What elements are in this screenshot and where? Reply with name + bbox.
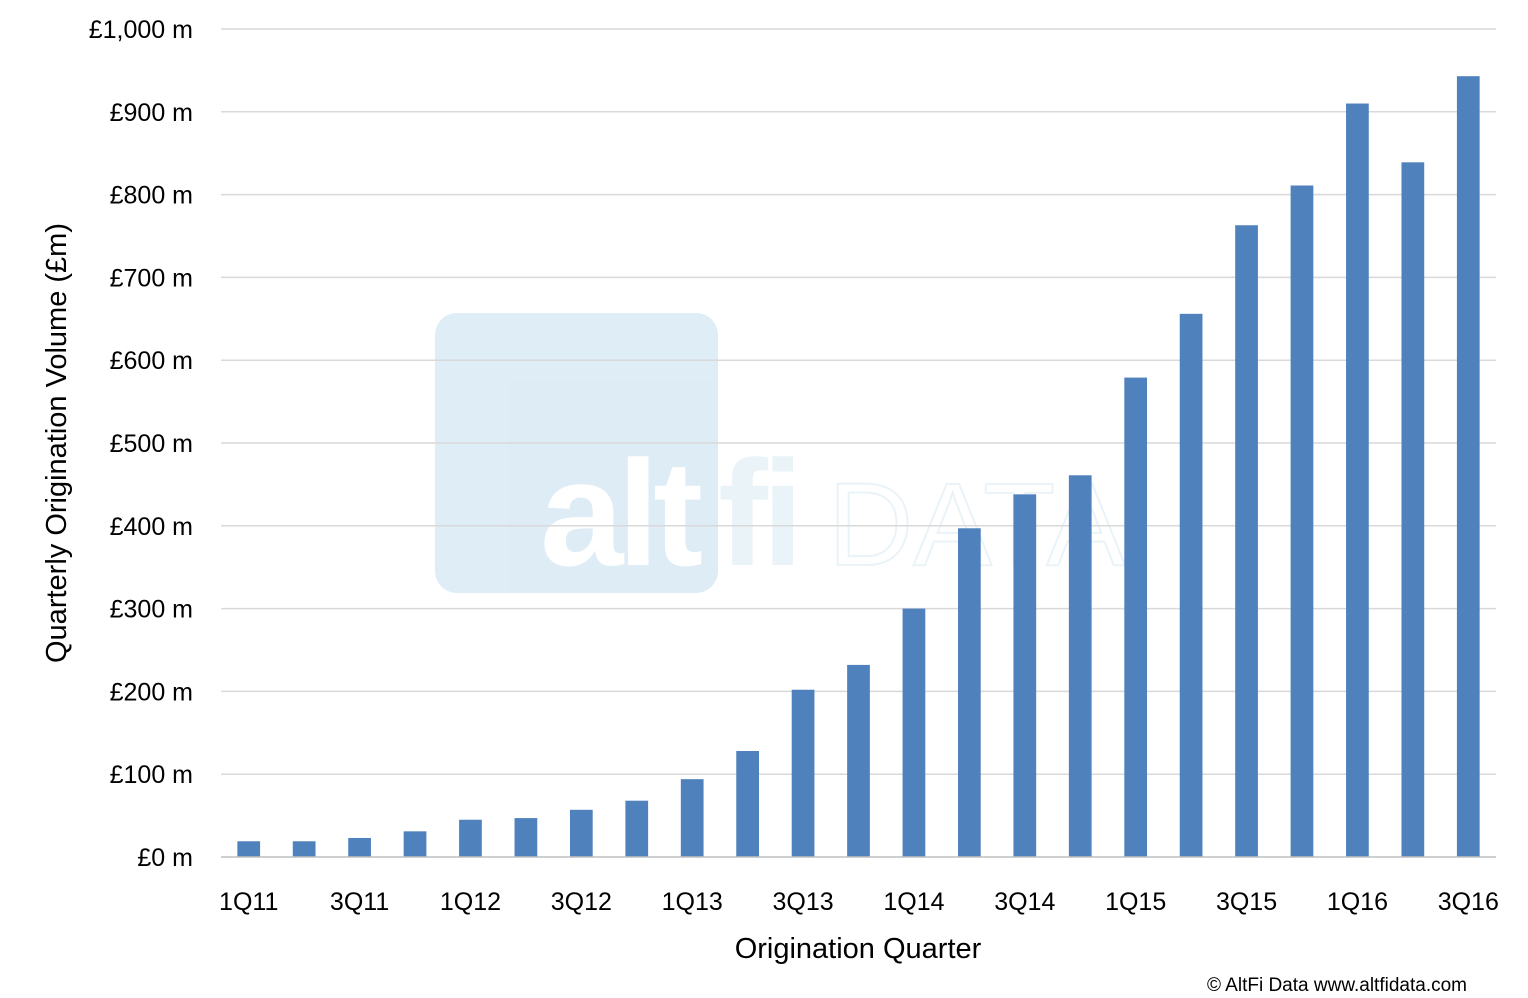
y-tick-label: £1,000 m xyxy=(89,16,193,44)
x-axis-tick-labels: 1Q11 3Q11 1Q12 3Q12 1Q13 3Q13 1Q14 3Q14 1Q15 3Q15… xyxy=(219,888,1499,916)
bar-4Q13 xyxy=(847,664,870,857)
x-tick-label: 3Q14 xyxy=(994,888,1055,916)
x-tick-label: 3Q15 xyxy=(1216,888,1277,916)
bar-3Q13 xyxy=(791,689,815,857)
y-tick-label: £200 m xyxy=(110,678,193,706)
x-tick-label: 3Q16 xyxy=(1438,888,1499,916)
watermark-fi: fi xyxy=(718,429,798,597)
y-tick-label: £300 m xyxy=(110,596,193,624)
watermark-logo-square xyxy=(435,313,718,593)
bar-1Q14 xyxy=(902,608,926,857)
bar-2Q15 xyxy=(1179,313,1203,857)
x-tick-label: 1Q13 xyxy=(662,888,723,916)
x-tick-label: 1Q11 xyxy=(219,888,278,916)
y-axis-title: Quarterly Origination Volume (£m) xyxy=(41,223,73,663)
bar-series xyxy=(237,76,1480,858)
bar-3Q14 xyxy=(1013,494,1037,857)
bar-4Q14 xyxy=(1068,475,1092,857)
bar-3Q11 xyxy=(348,837,371,857)
x-tick-label: 3Q13 xyxy=(772,888,833,916)
bar-2Q14 xyxy=(958,528,981,857)
x-tick-label: 1Q16 xyxy=(1327,888,1388,916)
y-tick-label: £400 m xyxy=(110,513,193,541)
bar-3Q12 xyxy=(569,809,593,857)
x-tick-label: 1Q15 xyxy=(1105,888,1166,916)
bar-2Q16 xyxy=(1401,162,1425,858)
y-tick-label: £700 m xyxy=(110,264,193,292)
bar-1Q15 xyxy=(1124,377,1148,857)
y-tick-label: £0 m xyxy=(137,844,193,872)
bar-4Q15 xyxy=(1290,185,1314,857)
bar-1Q11 xyxy=(237,841,261,857)
x-tick-label: 3Q11 xyxy=(330,888,389,916)
bar-4Q11 xyxy=(403,831,427,857)
watermark-alt: alt xyxy=(540,429,702,597)
y-tick-label: £600 m xyxy=(110,347,193,375)
bar-2Q13 xyxy=(736,751,759,857)
x-tick-label: 1Q12 xyxy=(440,888,501,916)
bar-4Q12 xyxy=(625,800,649,857)
y-axis-tick-labels: £0 m £100 m £200 m £300 m £400 m £500 m £600 m… xyxy=(89,16,193,872)
x-tick-label: 1Q14 xyxy=(883,888,944,916)
copyright-notice: © AltFi Data www.altfidata.com xyxy=(1207,975,1467,996)
y-tick-label: £100 m xyxy=(110,761,193,789)
y-tick-label: £900 m xyxy=(110,99,193,127)
bar-1Q13 xyxy=(680,779,704,857)
bar-1Q16 xyxy=(1346,103,1369,857)
x-axis-title: Origination Quarter xyxy=(735,933,982,965)
bar-3Q15 xyxy=(1235,225,1258,858)
y-tick-label: £800 m xyxy=(110,182,193,210)
bar-1Q12 xyxy=(459,819,482,857)
bar-3Q16 xyxy=(1456,76,1480,858)
x-tick-label: 3Q12 xyxy=(551,888,612,916)
bar-2Q12 xyxy=(514,818,538,857)
y-tick-label: £500 m xyxy=(110,430,193,458)
bar-2Q11 xyxy=(292,841,316,857)
